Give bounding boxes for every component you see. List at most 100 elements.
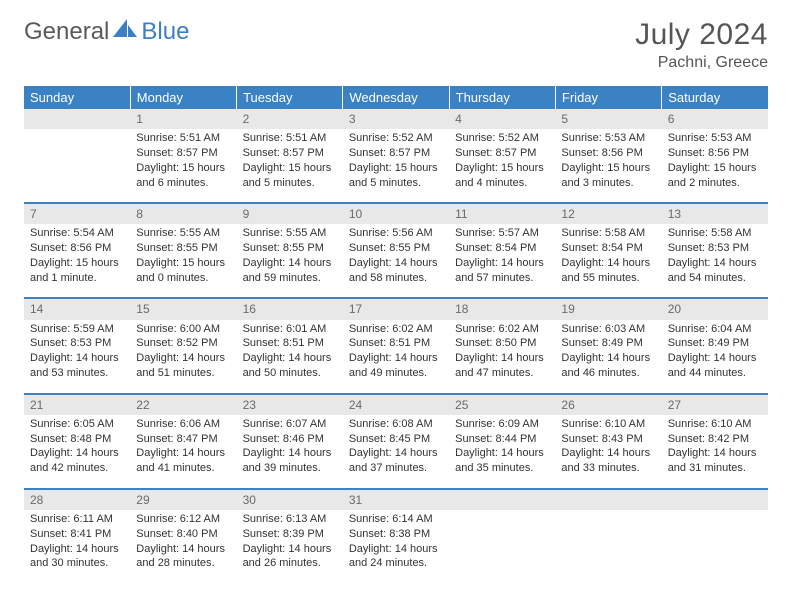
sunset-text: Sunset: 8:46 PM: [243, 432, 337, 447]
daylight2-text: and 0 minutes.: [136, 271, 230, 286]
sunrise-text: Sunrise: 6:03 AM: [561, 322, 655, 337]
sunrise-text: Sunrise: 5:55 AM: [243, 226, 337, 241]
sunset-text: Sunset: 8:55 PM: [136, 241, 230, 256]
day-cell: Sunrise: 5:55 AMSunset: 8:55 PMDaylight:…: [237, 224, 343, 298]
day-number: 19: [555, 298, 661, 319]
daylight2-text: and 59 minutes.: [243, 271, 337, 286]
sunset-text: Sunset: 8:45 PM: [349, 432, 443, 447]
day-cell: Sunrise: 6:04 AMSunset: 8:49 PMDaylight:…: [662, 320, 768, 394]
day-cell: [662, 510, 768, 584]
day-number: 21: [24, 394, 130, 415]
sunrise-text: Sunrise: 5:55 AM: [136, 226, 230, 241]
sunrise-text: Sunrise: 6:06 AM: [136, 417, 230, 432]
calendar-head: SundayMondayTuesdayWednesdayThursdayFrid…: [24, 86, 768, 109]
day-number: 3: [343, 109, 449, 129]
day-number: 7: [24, 203, 130, 224]
daylight2-text: and 30 minutes.: [30, 556, 124, 571]
daynum-row: 21222324252627: [24, 394, 768, 415]
daylight1-text: Daylight: 15 hours: [455, 161, 549, 176]
daylight1-text: Daylight: 14 hours: [30, 351, 124, 366]
day-number: 16: [237, 298, 343, 319]
daylight1-text: Daylight: 15 hours: [136, 161, 230, 176]
sunrise-text: Sunrise: 6:13 AM: [243, 512, 337, 527]
day-body-row: Sunrise: 6:11 AMSunset: 8:41 PMDaylight:…: [24, 510, 768, 584]
daylight1-text: Daylight: 15 hours: [668, 161, 762, 176]
sunset-text: Sunset: 8:51 PM: [349, 336, 443, 351]
day-cell: Sunrise: 6:14 AMSunset: 8:38 PMDaylight:…: [343, 510, 449, 584]
daylight2-text: and 46 minutes.: [561, 366, 655, 381]
day-number: 10: [343, 203, 449, 224]
day-body-row: Sunrise: 5:59 AMSunset: 8:53 PMDaylight:…: [24, 320, 768, 394]
sunrise-text: Sunrise: 6:14 AM: [349, 512, 443, 527]
sunset-text: Sunset: 8:54 PM: [561, 241, 655, 256]
daylight2-text: and 49 minutes.: [349, 366, 443, 381]
daylight1-text: Daylight: 14 hours: [349, 446, 443, 461]
daylight1-text: Daylight: 14 hours: [30, 446, 124, 461]
day-number: 17: [343, 298, 449, 319]
day-cell: Sunrise: 5:51 AMSunset: 8:57 PMDaylight:…: [130, 129, 236, 203]
sunrise-text: Sunrise: 5:57 AM: [455, 226, 549, 241]
daylight1-text: Daylight: 15 hours: [243, 161, 337, 176]
day-number: 14: [24, 298, 130, 319]
daylight2-text: and 39 minutes.: [243, 461, 337, 476]
day-cell: Sunrise: 5:57 AMSunset: 8:54 PMDaylight:…: [449, 224, 555, 298]
daylight2-text: and 1 minute.: [30, 271, 124, 286]
sunset-text: Sunset: 8:42 PM: [668, 432, 762, 447]
sunset-text: Sunset: 8:55 PM: [243, 241, 337, 256]
sunrise-text: Sunrise: 5:53 AM: [561, 131, 655, 146]
daylight1-text: Daylight: 14 hours: [243, 351, 337, 366]
day-number: 15: [130, 298, 236, 319]
daylight1-text: Daylight: 14 hours: [668, 351, 762, 366]
day-cell: Sunrise: 6:08 AMSunset: 8:45 PMDaylight:…: [343, 415, 449, 489]
page-header: General Blue July 2024 Pachni, Greece: [24, 18, 768, 72]
daylight1-text: Daylight: 14 hours: [243, 446, 337, 461]
day-number: 31: [343, 489, 449, 510]
daylight1-text: Daylight: 14 hours: [455, 446, 549, 461]
day-cell: Sunrise: 6:06 AMSunset: 8:47 PMDaylight:…: [130, 415, 236, 489]
sunrise-text: Sunrise: 5:58 AM: [561, 226, 655, 241]
sunset-text: Sunset: 8:57 PM: [243, 146, 337, 161]
day-cell: Sunrise: 6:01 AMSunset: 8:51 PMDaylight:…: [237, 320, 343, 394]
daylight1-text: Daylight: 14 hours: [668, 256, 762, 271]
day-cell: Sunrise: 5:54 AMSunset: 8:56 PMDaylight:…: [24, 224, 130, 298]
day-cell: [24, 129, 130, 203]
day-cell: Sunrise: 6:00 AMSunset: 8:52 PMDaylight:…: [130, 320, 236, 394]
day-number: 18: [449, 298, 555, 319]
sunrise-text: Sunrise: 6:08 AM: [349, 417, 443, 432]
sunrise-text: Sunrise: 6:10 AM: [668, 417, 762, 432]
sunrise-text: Sunrise: 5:56 AM: [349, 226, 443, 241]
daylight2-text: and 5 minutes.: [349, 176, 443, 191]
daylight2-text: and 42 minutes.: [30, 461, 124, 476]
sunset-text: Sunset: 8:56 PM: [668, 146, 762, 161]
sunrise-text: Sunrise: 5:58 AM: [668, 226, 762, 241]
sunset-text: Sunset: 8:55 PM: [349, 241, 443, 256]
sunset-text: Sunset: 8:57 PM: [136, 146, 230, 161]
day-number: 8: [130, 203, 236, 224]
sunset-text: Sunset: 8:48 PM: [30, 432, 124, 447]
daylight1-text: Daylight: 15 hours: [349, 161, 443, 176]
weekday-row: SundayMondayTuesdayWednesdayThursdayFrid…: [24, 86, 768, 109]
sunrise-text: Sunrise: 6:10 AM: [561, 417, 655, 432]
calendar-table: SundayMondayTuesdayWednesdayThursdayFrid…: [24, 86, 768, 584]
daylight1-text: Daylight: 14 hours: [455, 351, 549, 366]
day-cell: Sunrise: 5:53 AMSunset: 8:56 PMDaylight:…: [555, 129, 661, 203]
daynum-row: 14151617181920: [24, 298, 768, 319]
day-number: 5: [555, 109, 661, 129]
daylight2-text: and 35 minutes.: [455, 461, 549, 476]
day-number: 9: [237, 203, 343, 224]
daylight2-text: and 5 minutes.: [243, 176, 337, 191]
sunrise-text: Sunrise: 6:01 AM: [243, 322, 337, 337]
weekday-header: Friday: [555, 86, 661, 109]
day-number: 27: [662, 394, 768, 415]
daylight1-text: Daylight: 14 hours: [136, 542, 230, 557]
day-number: 20: [662, 298, 768, 319]
day-cell: Sunrise: 5:56 AMSunset: 8:55 PMDaylight:…: [343, 224, 449, 298]
brand-part1: General: [24, 18, 109, 46]
day-body-row: Sunrise: 6:05 AMSunset: 8:48 PMDaylight:…: [24, 415, 768, 489]
sunrise-text: Sunrise: 6:00 AM: [136, 322, 230, 337]
daylight1-text: Daylight: 14 hours: [243, 542, 337, 557]
sunrise-text: Sunrise: 6:11 AM: [30, 512, 124, 527]
day-body-row: Sunrise: 5:51 AMSunset: 8:57 PMDaylight:…: [24, 129, 768, 203]
sunset-text: Sunset: 8:40 PM: [136, 527, 230, 542]
daylight1-text: Daylight: 14 hours: [561, 446, 655, 461]
